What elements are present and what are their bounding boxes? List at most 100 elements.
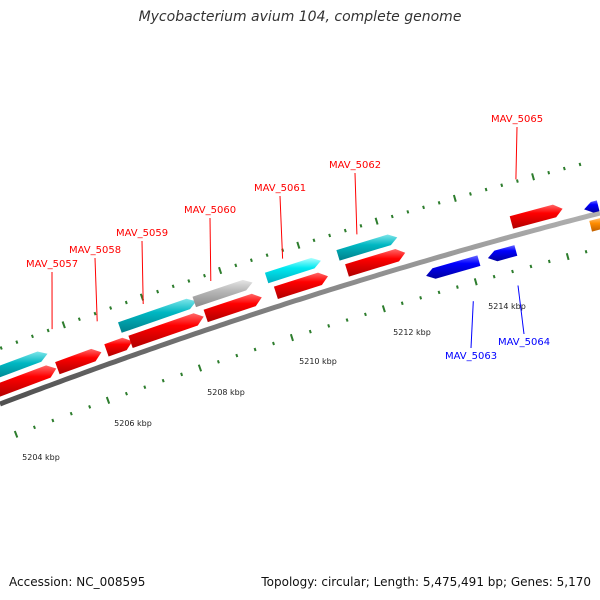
gene-feature-arrow (336, 234, 398, 261)
outer-tick (77, 317, 81, 322)
cds-forward-arrow (509, 204, 563, 229)
inner-tick (235, 353, 239, 358)
inner-tick (492, 274, 496, 279)
outer-tick (46, 328, 50, 333)
outer-tick (500, 183, 504, 188)
inner-tick (364, 312, 367, 317)
cds-reverse-arrow (487, 245, 518, 262)
outer-tick (328, 233, 332, 238)
cds-forward-arrow (55, 348, 102, 375)
outer-tick (578, 162, 582, 167)
inner-tick (529, 264, 533, 269)
inner-tick (105, 396, 111, 404)
outer-tick (516, 179, 519, 183)
outer-tick (0, 346, 3, 350)
inner-tick (419, 296, 423, 300)
gene-label-leader (279, 195, 284, 259)
gene-label: MAV_5065 (491, 114, 543, 125)
outer-tick (469, 192, 472, 196)
outer-tick (374, 217, 379, 225)
accession-text: Accession: NC_008595 (9, 575, 146, 589)
outer-tick (30, 334, 34, 339)
outer-tick (93, 311, 97, 316)
gene-label-leader (209, 217, 212, 282)
outer-tick (203, 273, 206, 278)
inner-tick (69, 411, 73, 416)
cds-forward-arrow (0, 365, 57, 397)
gene-label-leader (517, 285, 525, 335)
scale-labels: 5204 kbp 5206 kbp 5208 kbp 5210 kbp 5212 kbp… (22, 302, 526, 462)
inner-tick (161, 378, 165, 383)
gene-label-leader (354, 172, 358, 235)
outer-tick (406, 210, 410, 214)
inner-tick (272, 341, 275, 346)
outer-tick (359, 224, 363, 228)
inner-tick (197, 364, 203, 372)
gene-feature-arrow (0, 351, 48, 378)
gene-label: MAV_5064 (498, 337, 550, 348)
cds-forward-arrow (589, 218, 600, 232)
inner-tick (216, 359, 220, 364)
inner-tick (308, 329, 312, 334)
gene-labels: MAV_5057 MAV_5058 MAV_5059 MAV_5060 MAV_5061… (26, 114, 550, 362)
outer-tick (249, 258, 253, 263)
inner-tick (381, 305, 386, 313)
gene-label: MAV_5058 (69, 245, 121, 256)
scale-label: 5208 kbp (207, 388, 245, 397)
outer-tick (171, 284, 175, 289)
outer-tick (265, 253, 269, 258)
outer-tick (187, 279, 191, 283)
cds-forward-arrow (203, 293, 262, 323)
gene-label-leader (141, 240, 144, 305)
genome-backbone (0, 210, 600, 407)
inner-tick (473, 278, 478, 286)
inner-tick (88, 405, 92, 409)
gene-feature-arrow (192, 279, 253, 308)
gene-label: MAV_5059 (116, 228, 168, 239)
outer-tick (547, 170, 551, 175)
gene-label-leader (94, 257, 98, 322)
scale-label: 5210 kbp (299, 357, 337, 366)
scale-label: 5206 kbp (114, 419, 152, 428)
outer-tick (109, 306, 113, 310)
inner-tick (400, 301, 404, 306)
gene-label: MAV_5063 (445, 351, 497, 362)
cds-forward-arrow (273, 272, 328, 299)
gene-feature-arrow (264, 257, 321, 284)
inner-tick (327, 323, 331, 328)
inner-tick (584, 249, 588, 254)
inner-tick (565, 252, 570, 261)
gene-label-leader (470, 301, 474, 349)
gene-features (0, 200, 600, 397)
outer-tick (156, 289, 160, 294)
inner-tick (124, 391, 128, 396)
outer-tick (437, 201, 441, 205)
inner-tick (32, 425, 36, 430)
backbone-line (0, 210, 600, 407)
inner-tick (345, 318, 349, 322)
tick-marks (0, 162, 588, 438)
outer-tick (343, 228, 347, 233)
outer-tick (234, 263, 238, 268)
inner-tick (456, 285, 459, 289)
cds-forward-arrow (128, 313, 204, 348)
inner-tick (253, 347, 257, 352)
inner-tick (437, 290, 441, 295)
cds-reverse-arrow (426, 255, 481, 279)
inner-tick (547, 259, 551, 264)
inner-tick (51, 418, 55, 423)
outer-tick (124, 300, 128, 305)
outer-tick (452, 194, 457, 202)
outer-tick (296, 241, 301, 249)
gene-label: MAV_5062 (329, 160, 381, 171)
outer-tick (312, 238, 316, 243)
outer-tick (218, 266, 223, 275)
gene-feature-arrow (118, 298, 197, 333)
gene-label-leader (515, 126, 518, 180)
gene-label: MAV_5061 (254, 183, 306, 194)
outer-tick (15, 340, 19, 344)
inner-tick (511, 269, 514, 274)
inner-tick (180, 372, 184, 377)
cds-reverse-arrow (584, 200, 600, 213)
outer-tick (390, 214, 394, 219)
